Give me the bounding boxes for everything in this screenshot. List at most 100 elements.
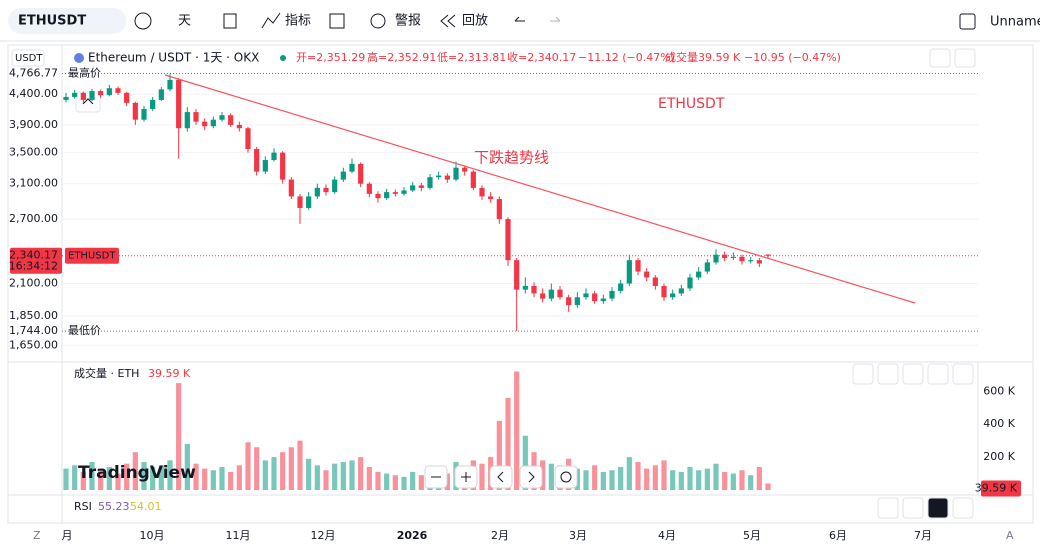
move-up[interactable]	[852, 363, 874, 385]
candle-body	[202, 121, 208, 127]
candle-body	[288, 179, 294, 197]
add-icon[interactable]	[134, 12, 152, 30]
ohlc: 高=2,352.91	[367, 50, 436, 64]
volume-bar	[739, 470, 745, 490]
candle-body	[384, 192, 390, 199]
candle-body	[739, 256, 745, 262]
toolbar-item[interactable]: 指标	[285, 14, 311, 29]
volume-bar	[583, 470, 589, 490]
candle-body	[592, 293, 598, 302]
candle-body	[722, 254, 728, 258]
ohlc: 收=2,340.17	[507, 50, 576, 64]
volume-bar	[349, 460, 355, 490]
delete[interactable]	[902, 363, 924, 385]
candle-body	[375, 193, 381, 199]
candle-body	[124, 92, 130, 103]
volume-bar	[392, 475, 398, 490]
volume-bar	[202, 468, 208, 490]
volume-bar	[132, 452, 138, 490]
volume-bar	[288, 447, 294, 490]
scroll-left[interactable]	[489, 465, 513, 489]
volume-bar	[375, 471, 381, 490]
maximize[interactable]	[952, 497, 974, 519]
annotation[interactable]: 下跌趋势线	[474, 149, 549, 167]
marker-label: 4,766.77	[9, 66, 58, 79]
candle-body	[349, 163, 355, 172]
candle-body	[496, 199, 502, 220]
candle-body	[210, 119, 216, 127]
candle-body	[635, 260, 641, 272]
layout-name[interactable]: Unnamed	[990, 15, 1040, 30]
symbol-search[interactable]	[8, 8, 126, 34]
maximize[interactable]	[952, 363, 974, 385]
currency-box[interactable]	[11, 49, 45, 67]
candle-body	[427, 177, 433, 188]
maximize-button[interactable]	[954, 48, 976, 68]
corner-button[interactable]: Z	[33, 529, 41, 542]
status-dot	[280, 55, 286, 61]
undo-icon[interactable]	[514, 16, 525, 22]
volume-badge	[981, 480, 1021, 497]
x-tick-label: 10月	[140, 529, 165, 542]
alert-icon[interactable]	[370, 13, 386, 29]
watermark: TradingView	[78, 463, 196, 483]
volume-bar	[314, 465, 320, 490]
candle-body	[418, 185, 424, 188]
indicator-icon[interactable]	[261, 12, 281, 29]
annotation[interactable]: ETHUSDT	[658, 96, 725, 112]
volume-bar	[254, 447, 260, 490]
toolbar-item[interactable]: 回放	[462, 14, 488, 29]
volume-bar	[167, 460, 173, 490]
x-tick-label: 12月	[311, 529, 336, 542]
collapse-legend[interactable]	[75, 91, 101, 113]
candle-body	[557, 289, 563, 298]
corner-button[interactable]: A	[1006, 529, 1014, 542]
collapse[interactable]	[927, 363, 949, 385]
checkbox[interactable]	[959, 13, 976, 30]
redo-icon[interactable]	[550, 16, 561, 22]
candle-body	[106, 88, 112, 96]
currency[interactable]: USDT	[15, 53, 43, 64]
toolbar-item[interactable]: 警报	[395, 13, 421, 29]
x-tick-label: 月	[62, 529, 73, 542]
change: −11.12 (−0.47%)	[578, 51, 675, 64]
chart-type-icon[interactable]	[223, 13, 237, 29]
move-up[interactable]	[877, 497, 899, 519]
volume-bar	[644, 468, 650, 490]
volume-bar	[540, 460, 546, 490]
volume-bar	[98, 470, 104, 490]
candle-body	[271, 152, 277, 161]
collapse-button[interactable]	[929, 48, 951, 68]
volume-bar	[496, 420, 502, 490]
trend-line[interactable]	[164, 74, 916, 304]
volume-bar	[366, 466, 372, 490]
collapse[interactable]	[927, 497, 949, 519]
symbol[interactable]: ETHUSDT	[18, 14, 86, 29]
delete[interactable]	[902, 497, 924, 519]
volume-bar	[219, 466, 225, 490]
price-badge	[10, 247, 62, 274]
interval[interactable]: 天	[178, 14, 191, 29]
candle-body	[280, 152, 286, 180]
candle-body	[687, 277, 693, 289]
reset[interactable]	[554, 465, 578, 489]
volume-legend: 成交量39.59 K	[665, 50, 741, 64]
zoom-controls	[424, 465, 578, 489]
layout-icon[interactable]	[329, 13, 345, 29]
candle-body	[89, 91, 95, 100]
candle-body	[236, 124, 242, 129]
move-down[interactable]	[877, 363, 899, 385]
volume-bar	[340, 462, 346, 490]
volume-bar	[479, 463, 485, 490]
candle-body	[678, 288, 684, 294]
reset-glyph	[560, 471, 572, 483]
candle-body	[358, 163, 364, 184]
scroll-right[interactable]	[519, 465, 543, 489]
volume-bar	[271, 457, 277, 490]
replay-icon[interactable]	[440, 14, 456, 28]
volume-bar	[332, 463, 338, 490]
volume-bar	[106, 466, 112, 490]
candle-body	[514, 260, 520, 290]
candle-body	[132, 102, 138, 120]
volume-bar	[384, 473, 390, 490]
